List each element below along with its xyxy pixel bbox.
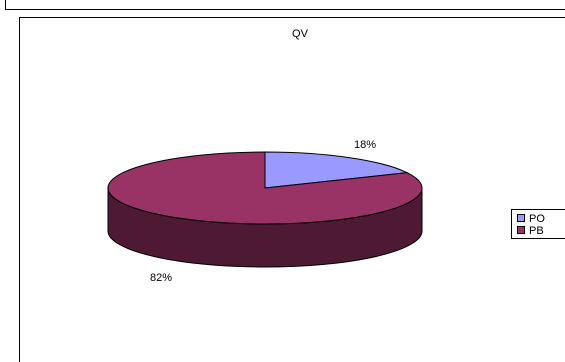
legend-label-pb: PB (529, 225, 544, 237)
data-label-pb: 82% (150, 272, 172, 284)
chart-title: QV (292, 28, 309, 40)
legend-item-po: PO (517, 213, 545, 225)
legend-item-pb: PB (517, 225, 544, 237)
chart-legend[interactable]: PO PB (511, 209, 565, 239)
pie-group (107, 151, 423, 268)
pie-slice-pb[interactable] (107, 151, 423, 225)
data-label-po: 18% (354, 139, 376, 151)
previous-chart-frame (5, 0, 565, 10)
legend-swatch-po (517, 214, 525, 223)
pie-slice-po[interactable] (264, 151, 409, 189)
legend-label-po: PO (529, 213, 545, 225)
legend-swatch-pb (517, 226, 525, 235)
